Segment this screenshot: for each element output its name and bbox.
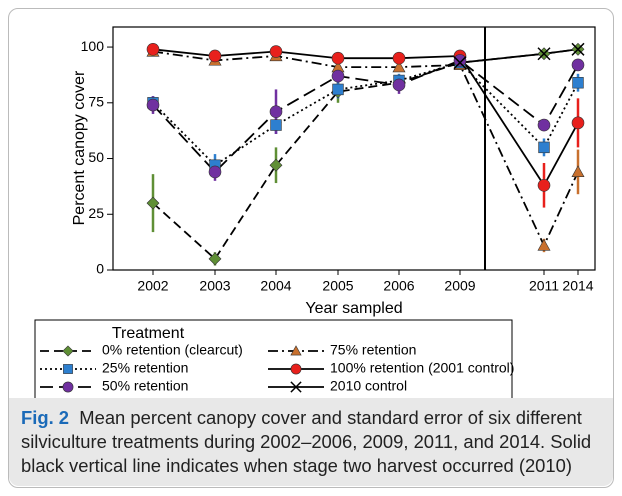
legend-marker xyxy=(62,345,74,357)
legend-marker xyxy=(290,363,302,375)
legend-title: Treatment xyxy=(112,325,185,342)
marker xyxy=(331,69,345,83)
x-tick-label: 2009 xyxy=(444,278,475,294)
y-tick-label: 25 xyxy=(88,205,104,221)
marker xyxy=(269,158,283,172)
x-tick-label: 2002 xyxy=(137,278,168,294)
marker xyxy=(331,51,345,65)
series-line xyxy=(152,59,579,174)
series-line xyxy=(152,50,579,248)
marker xyxy=(208,49,222,63)
x-tick-label: 2006 xyxy=(383,278,414,294)
x-tick-label: 2003 xyxy=(199,278,230,294)
marker xyxy=(537,238,551,251)
legend-label: 2010 control xyxy=(330,378,407,394)
legend-marker xyxy=(62,381,74,393)
marker xyxy=(538,141,550,154)
marker xyxy=(453,56,467,70)
marker xyxy=(208,252,222,266)
legend-marker xyxy=(63,364,73,374)
y-tick-label: 100 xyxy=(81,38,105,54)
marker xyxy=(269,105,283,119)
caption-label: Fig. 2 xyxy=(21,407,70,428)
x-axis-label: Year sampled xyxy=(305,300,402,317)
marker xyxy=(572,77,584,89)
y-tick-label: 50 xyxy=(88,149,104,165)
marker xyxy=(571,165,585,178)
legend-label: 100% retention (2001 control) xyxy=(330,360,514,376)
marker xyxy=(571,58,585,72)
series-line xyxy=(152,61,579,167)
x-tick-label: 2011 xyxy=(529,278,559,294)
marker xyxy=(571,116,585,130)
legend-label: 75% retention xyxy=(330,342,416,358)
marker xyxy=(146,98,160,112)
marker xyxy=(537,178,551,192)
series-line xyxy=(459,48,579,64)
caption: Fig. 2 Mean percent canopy cover and sta… xyxy=(9,398,613,486)
marker xyxy=(537,118,551,132)
caption-text: Mean percent canopy cover and standard e… xyxy=(21,407,592,476)
x-tick-label: 2005 xyxy=(322,278,353,294)
x-tick-label: 2004 xyxy=(260,278,291,294)
chart: Percent canopy cover Year sampled Treatm… xyxy=(34,26,596,400)
marker xyxy=(537,47,551,61)
x-tick-label: 2014 xyxy=(562,278,593,294)
marker xyxy=(332,83,344,96)
marker xyxy=(392,78,406,92)
marker xyxy=(208,165,222,179)
marker xyxy=(453,54,467,67)
marker xyxy=(146,42,160,56)
y-tick-label: 75 xyxy=(88,94,104,110)
figure-frame xyxy=(8,8,614,488)
series-line xyxy=(152,48,579,188)
marker xyxy=(269,45,283,58)
y-tick-label: 0 xyxy=(96,261,104,277)
legend-label: 0% retention (clearcut) xyxy=(102,342,243,358)
series-line xyxy=(152,48,579,261)
marker xyxy=(571,42,585,56)
marker xyxy=(270,119,282,131)
plot-frame xyxy=(112,26,596,271)
marker xyxy=(146,196,160,210)
legend-label: 25% retention xyxy=(102,360,188,376)
marker xyxy=(392,60,406,73)
legend-marker xyxy=(290,381,302,393)
marker xyxy=(392,51,406,65)
legend-marker xyxy=(290,345,302,356)
y-axis-label: Percent canopy cover xyxy=(71,70,88,225)
legend-label: 50% retention xyxy=(102,378,188,394)
